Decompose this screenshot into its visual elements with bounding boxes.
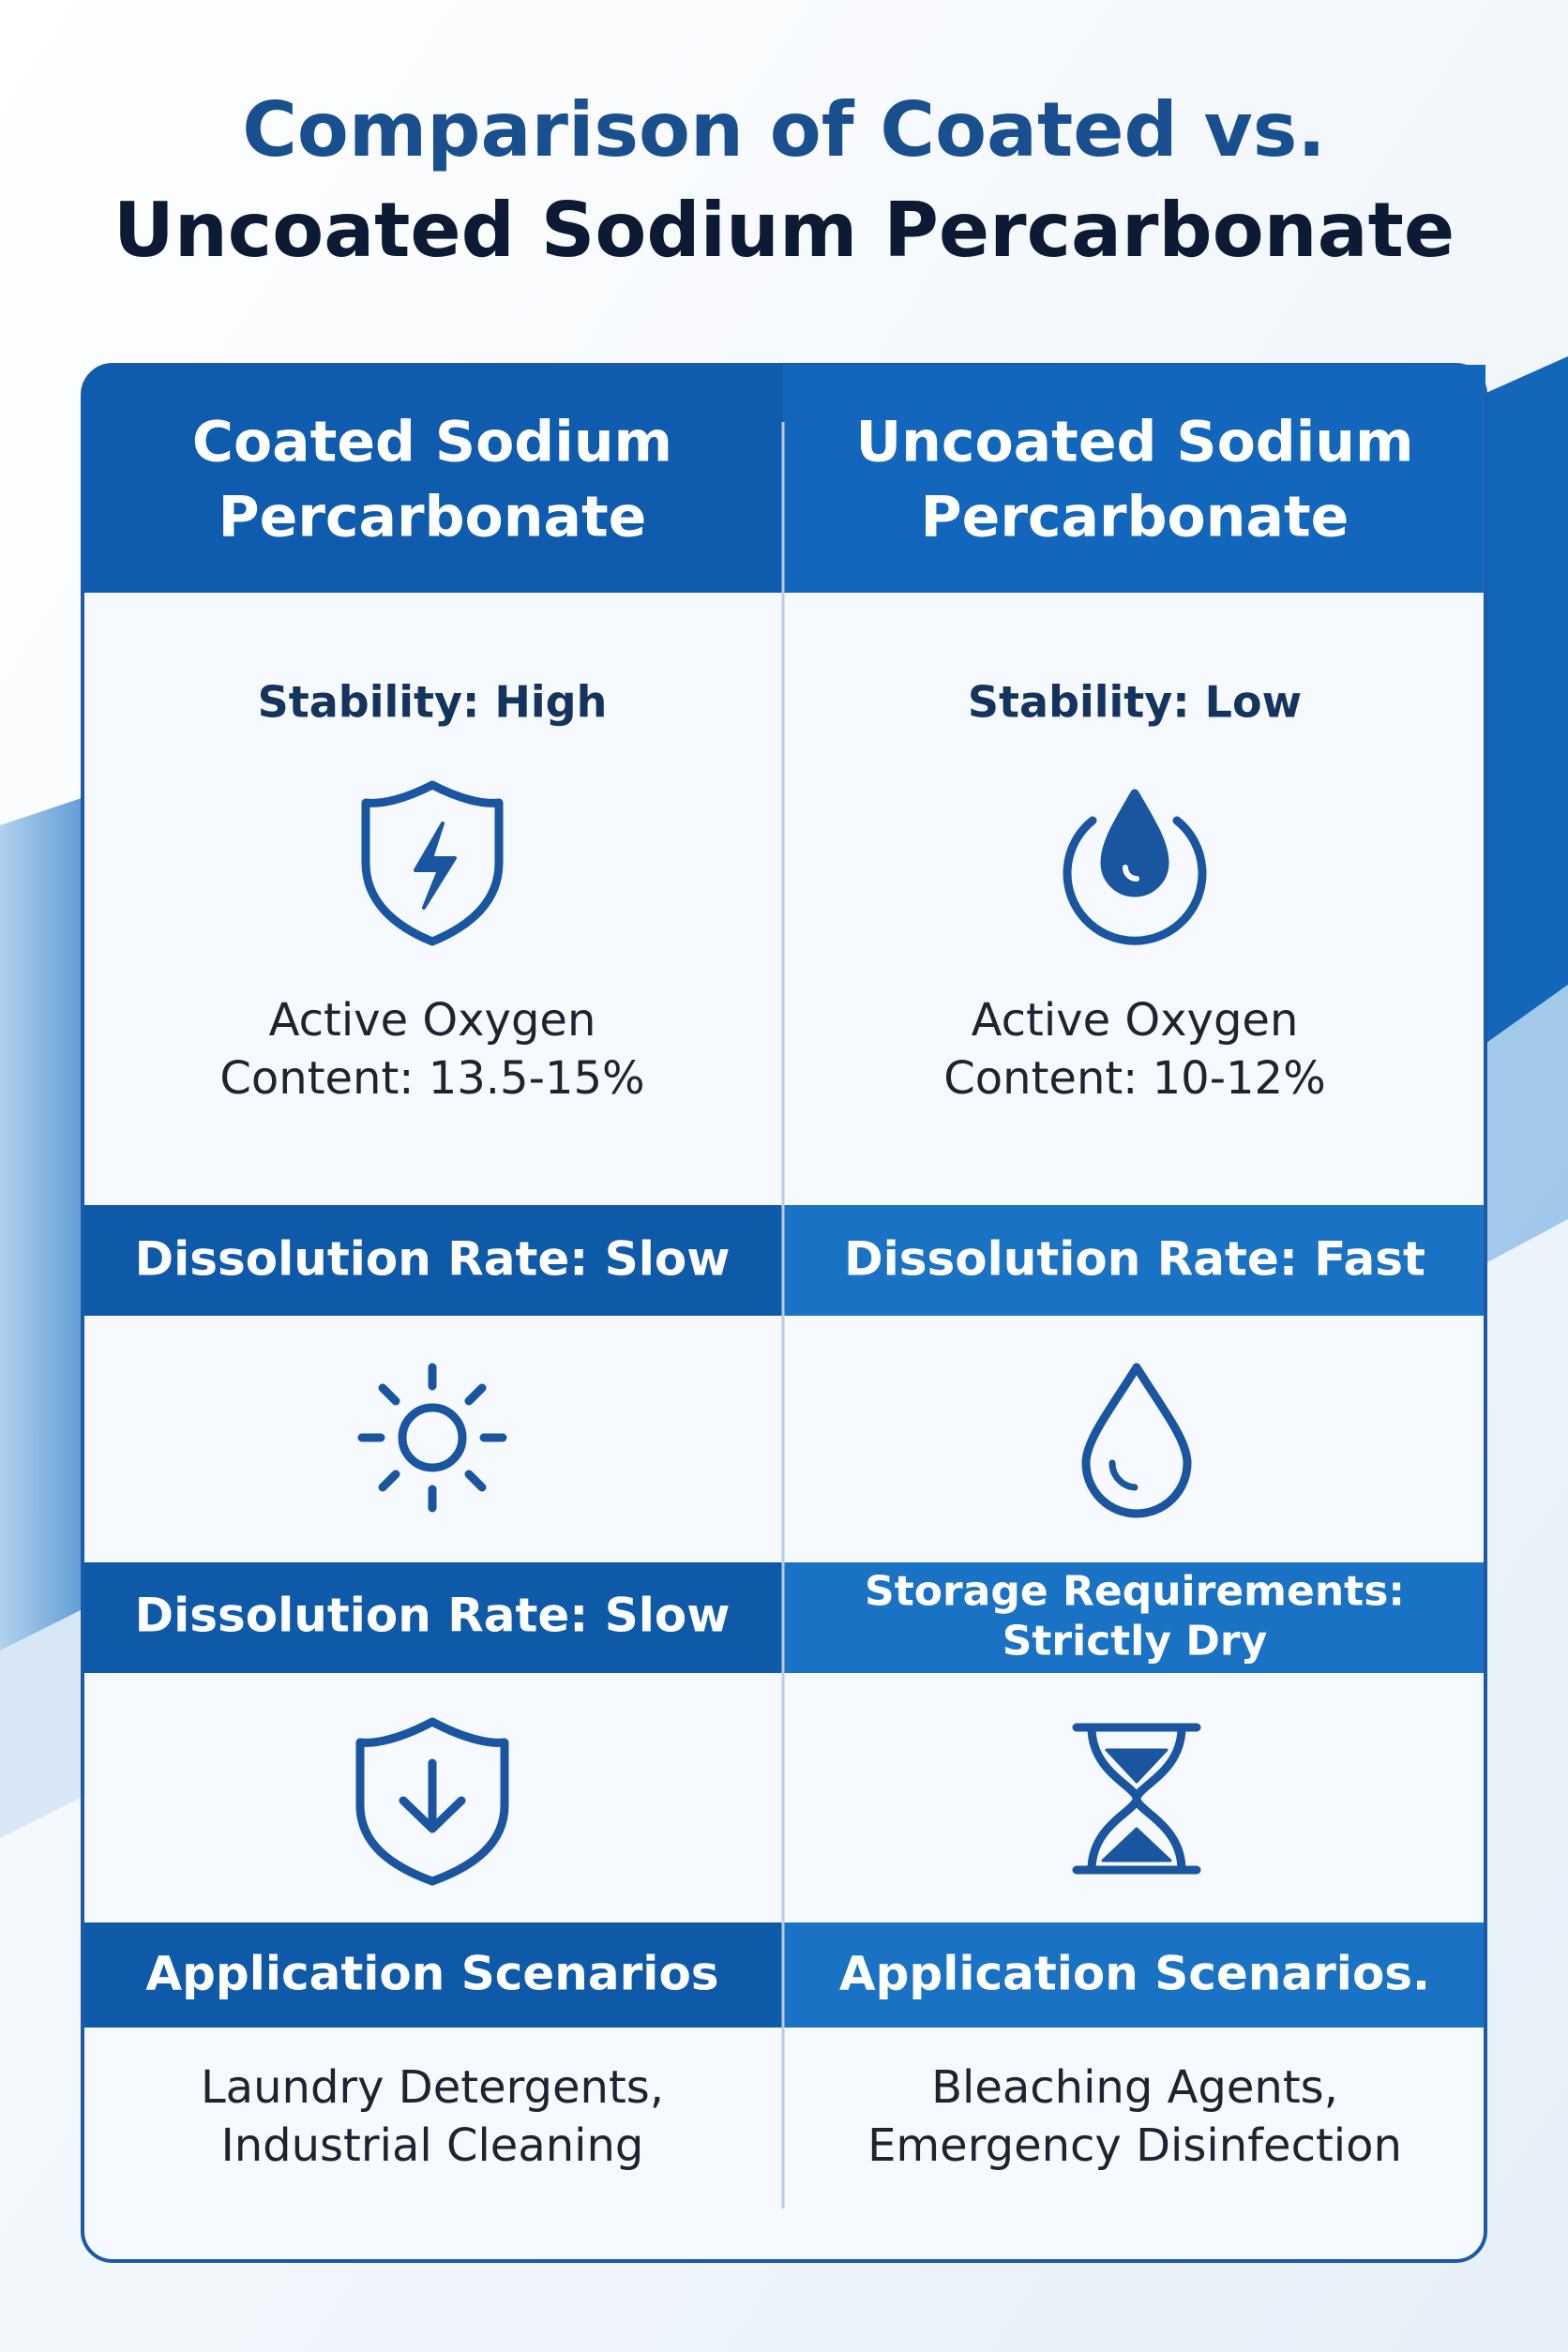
section-bar: Application Scenarios. [839, 1947, 1430, 2001]
oxygen-content: Active Oxygen [269, 994, 596, 1047]
section-bar: Storage Requirements: [865, 1568, 1405, 1616]
hourglass-icon [1072, 1723, 1201, 1875]
stability-label: Stability: High [258, 677, 608, 728]
section-bar: Dissolution Rate: Slow [135, 1589, 731, 1643]
title-line: Uncoated Sodium Percarbonate [113, 187, 1455, 274]
stability-label: Stability: Low [968, 677, 1302, 728]
applications: Industrial Cleaning [221, 2119, 644, 2172]
section-bar: Dissolution Rate: Slow [135, 1232, 731, 1287]
section-bar: Application Scenarios [145, 1947, 718, 2001]
shield-check-icon [355, 1717, 509, 1886]
applications: Laundry Detergents, [201, 2061, 664, 2114]
oxygen-content: Content: 13.5-15% [219, 1052, 644, 1105]
column-header: Percarbonate [219, 485, 647, 550]
title-line: Comparison of Coated vs. [242, 86, 1326, 173]
column-header: Uncoated Sodium [855, 410, 1413, 475]
column-header: Coated Sodium [192, 410, 672, 475]
water-drop-ring-icon [1063, 789, 1207, 945]
column-header: Percarbonate [921, 485, 1349, 550]
drop-icon [1081, 1363, 1192, 1518]
applications: Bleaching Agents, [931, 2061, 1338, 2114]
stripe [1463, 985, 1568, 1275]
stripe [1463, 356, 1568, 1060]
oxygen-content: Active Oxygen [972, 994, 1299, 1047]
applications: Emergency Disinfection [867, 2119, 1402, 2172]
shield-bolt-icon [361, 780, 504, 946]
section-bar: Dissolution Rate: Fast [844, 1232, 1425, 1287]
sun-icon [357, 1363, 507, 1513]
section-bar: Strictly Dry [1003, 1618, 1268, 1666]
oxygen-content: Content: 10-12% [943, 1052, 1325, 1105]
